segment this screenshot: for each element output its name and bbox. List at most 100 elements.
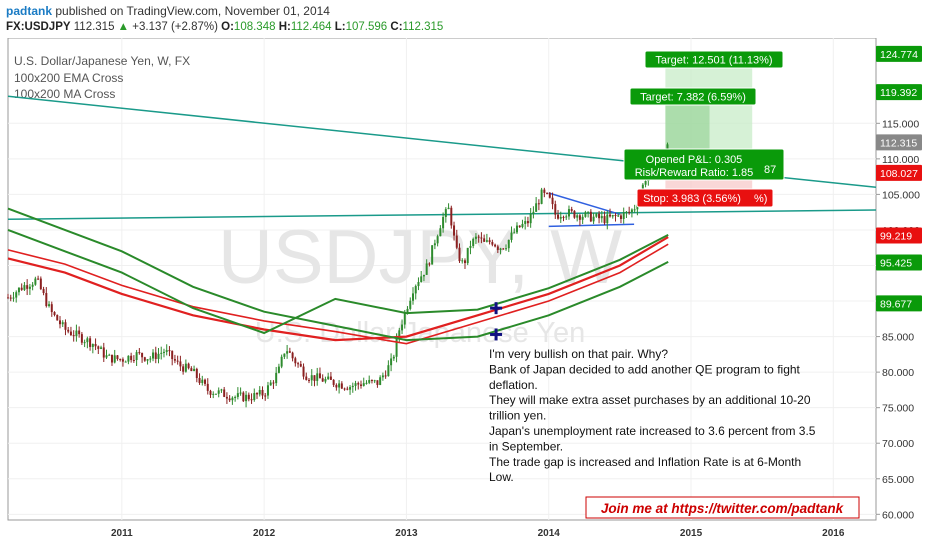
candle-body bbox=[184, 363, 187, 372]
y-tick-label: 60.000 bbox=[882, 509, 914, 521]
stop-tail-text: %) bbox=[754, 193, 767, 205]
candle-body bbox=[149, 358, 152, 360]
candle-body bbox=[288, 351, 291, 353]
candle-body bbox=[143, 357, 146, 361]
annotation: I'm very bullish on that pair. Why?Bank … bbox=[489, 347, 860, 519]
candle-body bbox=[488, 240, 491, 243]
x-tick-label: 2014 bbox=[538, 528, 561, 539]
candle-body bbox=[499, 248, 502, 250]
candle-body bbox=[543, 189, 546, 193]
price-tag bbox=[876, 254, 922, 271]
candle-body bbox=[23, 285, 26, 290]
price-tag bbox=[876, 84, 922, 101]
candle-body bbox=[390, 358, 393, 366]
price-tag-label: 119.392 bbox=[880, 87, 917, 99]
candle-body bbox=[349, 387, 352, 390]
candle-body bbox=[633, 209, 636, 211]
candle-body bbox=[214, 393, 217, 395]
candle-body bbox=[179, 361, 182, 367]
candle-body bbox=[598, 213, 601, 219]
triangle-lower-line bbox=[548, 223, 635, 228]
candle-body bbox=[546, 192, 549, 194]
price-chart[interactable]: USDJPY, W U.S. Dollar/Japanese Yen U.S. … bbox=[0, 38, 932, 550]
price-change: +3.137 (+2.87%) bbox=[132, 21, 218, 33]
candle-body bbox=[310, 375, 313, 381]
candle-body bbox=[537, 203, 540, 205]
candle-body bbox=[58, 320, 61, 325]
candle-body bbox=[275, 372, 278, 384]
candle-body bbox=[581, 216, 584, 220]
last-price: 112.315 bbox=[73, 21, 115, 33]
candle-body bbox=[135, 352, 138, 361]
candle-body bbox=[329, 376, 332, 380]
candle-body bbox=[630, 209, 633, 213]
candle-body bbox=[351, 385, 354, 388]
candle-body bbox=[297, 363, 300, 365]
candle-body bbox=[168, 350, 171, 352]
target1-label-text: Target: 12.501 (11.13%) bbox=[655, 55, 772, 67]
candle-body bbox=[346, 388, 349, 390]
candle-body bbox=[261, 389, 264, 396]
annotation-line: Japan's unemployment rate increased to 3… bbox=[489, 424, 816, 438]
close-label: C: bbox=[390, 21, 403, 33]
candle-body bbox=[365, 382, 368, 384]
candle-body bbox=[474, 236, 477, 239]
candle-body bbox=[463, 260, 466, 264]
candle-body bbox=[152, 352, 155, 359]
candle-body bbox=[138, 352, 141, 354]
candle-body bbox=[332, 379, 335, 385]
candle-body bbox=[540, 189, 543, 204]
candle-body bbox=[510, 232, 513, 240]
candle-body bbox=[619, 215, 622, 219]
candle-body bbox=[121, 359, 124, 362]
candle-body bbox=[37, 278, 40, 280]
price-tag bbox=[876, 295, 922, 312]
candle-body bbox=[589, 211, 592, 222]
candle-body bbox=[409, 300, 412, 309]
candle-body bbox=[518, 225, 521, 228]
candle-body bbox=[100, 347, 103, 349]
candle-body bbox=[17, 287, 20, 293]
candle-body bbox=[532, 211, 535, 214]
watermark-symbol: USDJPY, W bbox=[218, 215, 622, 300]
author-link[interactable]: padtank bbox=[6, 4, 53, 18]
ohlc-line: FX:USDJPY 112.315 ▲ +3.137 (+2.87%) O:10… bbox=[6, 21, 443, 33]
annotation-line: Bank of Japan decided to add another QE … bbox=[489, 362, 801, 376]
candle-body bbox=[469, 246, 472, 248]
candle-body bbox=[515, 225, 518, 233]
candle-body bbox=[231, 397, 234, 401]
candle-body bbox=[157, 353, 160, 359]
candle-body bbox=[559, 216, 562, 219]
trade-labels[interactable]: Target: 12.501 (11.13%) Target: 7.382 (6.… bbox=[623, 50, 785, 208]
candle-body bbox=[171, 350, 174, 360]
candle-body bbox=[327, 376, 330, 380]
candle-body bbox=[204, 379, 207, 384]
candle-body bbox=[376, 380, 379, 385]
annotation-line: in September. bbox=[489, 439, 563, 453]
open-value: 108.348 bbox=[233, 21, 276, 33]
candle-body bbox=[524, 221, 527, 224]
y-tick-label: 70.000 bbox=[882, 438, 914, 450]
candle-body bbox=[567, 209, 570, 217]
candle-body bbox=[392, 356, 395, 359]
candle-body bbox=[206, 383, 209, 391]
candle-body bbox=[554, 204, 557, 215]
candle-body bbox=[269, 382, 272, 386]
candle-body bbox=[442, 217, 445, 229]
candle-body bbox=[379, 377, 382, 385]
candle-body bbox=[485, 240, 488, 242]
candle-body bbox=[198, 378, 201, 383]
candle-body bbox=[357, 383, 360, 385]
candle-body bbox=[321, 378, 324, 382]
candle-body bbox=[61, 322, 64, 325]
candle-body bbox=[507, 239, 510, 249]
candle-body bbox=[94, 344, 97, 347]
price-tag-label: 112.315 bbox=[880, 137, 917, 149]
y-tick-label: 65.000 bbox=[882, 474, 914, 486]
candle-body bbox=[570, 209, 573, 211]
pnl-box bbox=[623, 148, 785, 181]
candle-body bbox=[294, 358, 297, 364]
candle-body bbox=[124, 361, 127, 363]
candle-body bbox=[9, 297, 12, 299]
rr-tail-text: 87 bbox=[764, 164, 776, 176]
